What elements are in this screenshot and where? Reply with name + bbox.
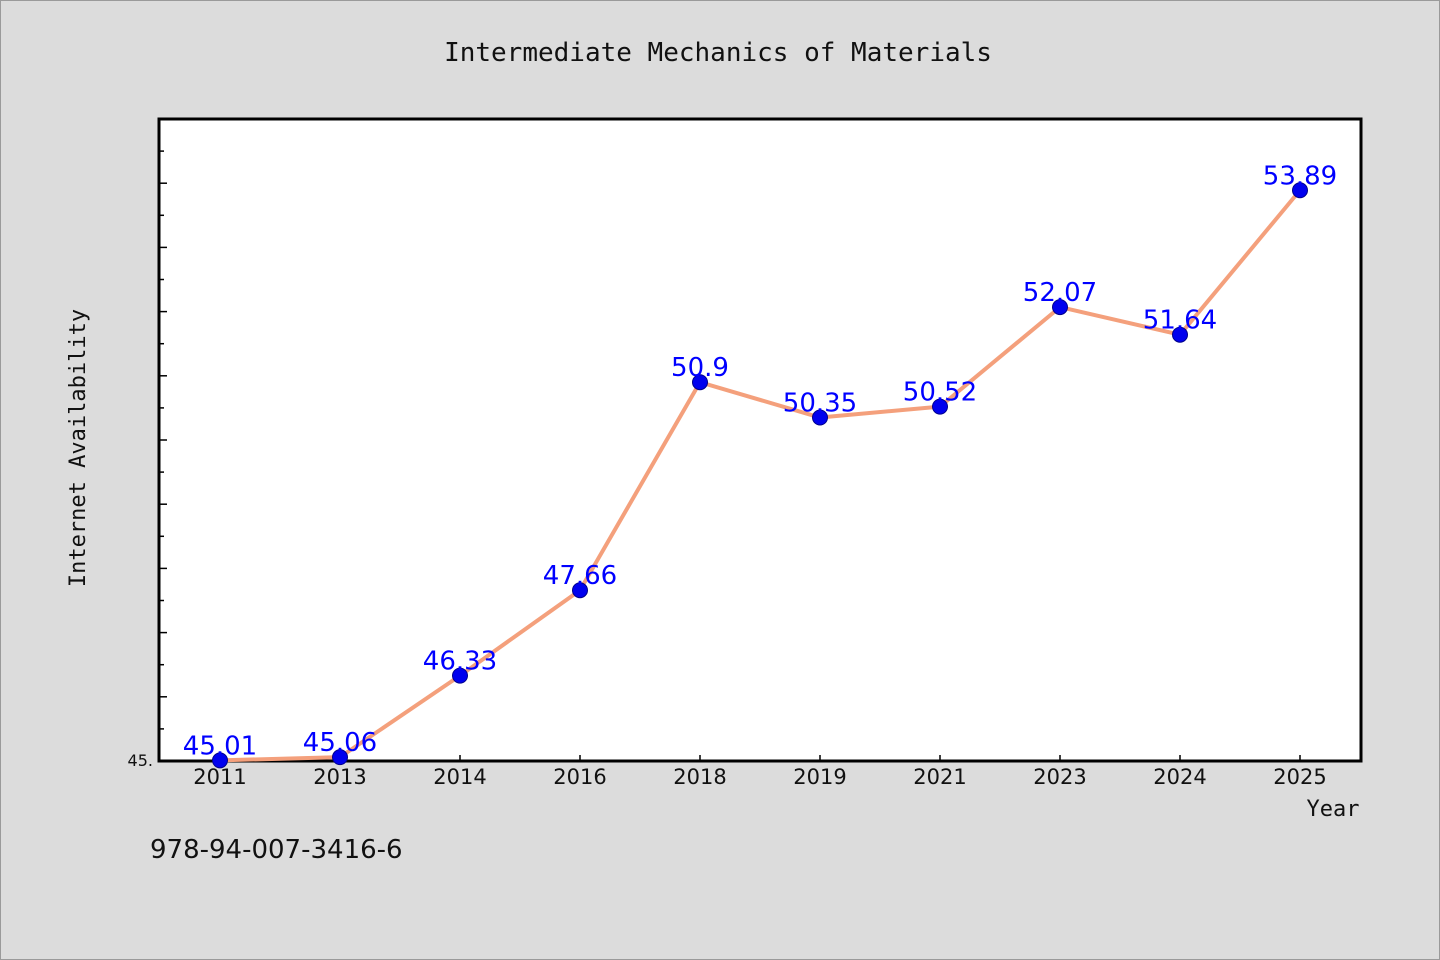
data-label: 52.07 bbox=[1023, 278, 1097, 308]
x-tick-label: 2021 bbox=[913, 765, 966, 789]
y-axis-label: Internet Availability bbox=[66, 309, 91, 587]
data-point bbox=[452, 667, 468, 684]
data-label: 50.52 bbox=[903, 378, 977, 408]
data-label: 45.06 bbox=[303, 728, 377, 758]
data-point bbox=[812, 409, 828, 426]
x-tick-label: 2023 bbox=[1033, 765, 1086, 789]
data-point bbox=[932, 398, 948, 415]
x-tick-label: 2011 bbox=[193, 765, 246, 789]
x-tick-label: 2019 bbox=[793, 765, 846, 789]
data-point bbox=[1292, 182, 1308, 199]
x-tick-label: 2018 bbox=[673, 765, 726, 789]
data-label: 53.89 bbox=[1263, 161, 1337, 191]
isbn-annotation: 978-94-007-3416-6 bbox=[150, 835, 403, 865]
x-tick-label: 2013 bbox=[313, 765, 366, 789]
data-label: 51.64 bbox=[1143, 306, 1217, 336]
x-tick-label: 2024 bbox=[1153, 765, 1206, 789]
data-point bbox=[1172, 326, 1188, 343]
series-line bbox=[218, 188, 1302, 763]
y-tick-label: 45. bbox=[128, 751, 153, 770]
x-tick-label: 2025 bbox=[1273, 765, 1326, 789]
data-label: 50.9 bbox=[671, 353, 729, 383]
data-label: 45.01 bbox=[183, 731, 257, 761]
x-axis: 2011 2013 2014 2016 2018 2019 2021 2023 2024 2025 bbox=[193, 755, 1327, 789]
chart-title: Intermediate Mechanics of Materials bbox=[444, 38, 992, 68]
data-label: 47.66 bbox=[543, 561, 617, 591]
data-label: 50.35 bbox=[783, 389, 857, 419]
data-point bbox=[572, 582, 588, 599]
data-point bbox=[332, 749, 348, 766]
x-tick-label: 2014 bbox=[433, 765, 486, 789]
data-label: 46.33 bbox=[423, 647, 497, 677]
data-point bbox=[692, 374, 708, 391]
x-tick-label: 2016 bbox=[553, 765, 606, 789]
series-layer: 45.01 45.06 46.33 47.66 50.9 50.35 50.52 52.07 5… bbox=[183, 161, 1337, 769]
plot-area bbox=[157, 117, 1363, 763]
x-axis-label: Year bbox=[1307, 797, 1360, 822]
y-axis-ticks bbox=[159, 150, 167, 730]
data-point bbox=[212, 752, 228, 769]
data-point bbox=[1052, 299, 1068, 316]
